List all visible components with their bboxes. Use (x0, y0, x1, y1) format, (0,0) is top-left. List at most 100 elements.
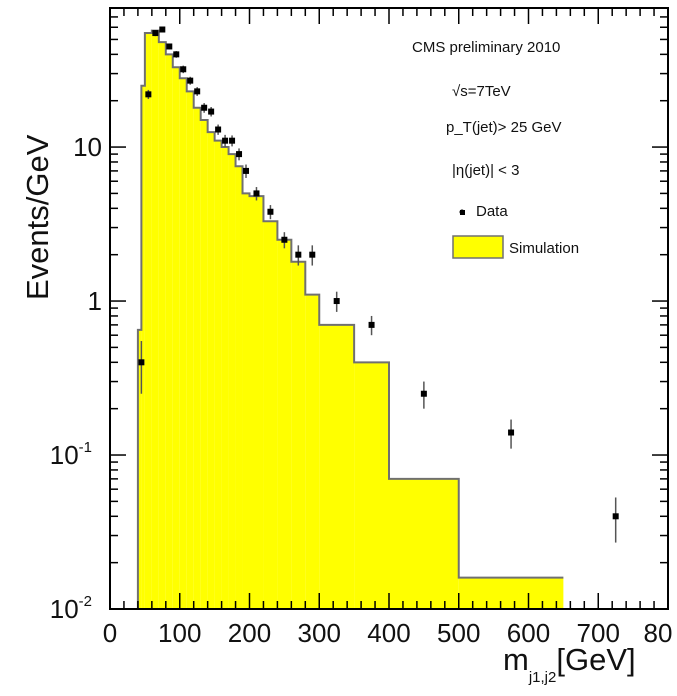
data-marker (508, 429, 515, 436)
x-tick-label: 80 (644, 618, 673, 648)
data-point (180, 65, 187, 74)
data-marker (145, 91, 152, 98)
simulation-bar (137, 329, 142, 609)
data-marker (159, 26, 166, 33)
simulation-bar (214, 140, 222, 609)
simulation-bar (200, 119, 208, 610)
data-marker (368, 321, 375, 328)
tick-labels: 0 100 200 300 400 500 600 700 80 10-2 10-1 1 10 (50, 132, 673, 648)
legend-data-marker (459, 209, 465, 215)
data-point (612, 497, 619, 543)
data-point (215, 124, 222, 135)
simulation-bar (193, 107, 201, 609)
data-point (333, 291, 340, 312)
simulation-bar (158, 42, 166, 609)
x-tick-label: 200 (228, 618, 271, 648)
data-marker (420, 390, 427, 397)
data-point (145, 89, 152, 100)
data-point (267, 205, 274, 220)
data-point (309, 245, 316, 266)
data-marker (215, 126, 222, 133)
data-point (420, 381, 427, 409)
annotation-energy: √s=7TeV (452, 83, 511, 100)
data-points (138, 26, 619, 543)
annotation-pt-cut: p_T(jet)> 25 GeV (446, 119, 561, 136)
x-tick-label: 600 (507, 618, 550, 648)
data-marker (267, 208, 274, 215)
simulation-bar (151, 30, 159, 609)
simulation-bar (144, 33, 152, 610)
data-marker (229, 137, 236, 144)
data-point (236, 148, 243, 161)
data-marker (333, 298, 340, 305)
data-marker (194, 88, 201, 95)
data-point (166, 43, 173, 50)
data-marker (222, 137, 229, 144)
x-axis-label-unit: [GeV] (556, 642, 635, 677)
x-tick-label: 0 (103, 618, 117, 648)
y-tick-label: 10 (73, 132, 102, 162)
legend-simulation-swatch (452, 235, 504, 259)
simulation-histogram (136, 29, 564, 610)
simulation-bar (186, 91, 194, 609)
simulation-bar (221, 147, 229, 610)
simulation-bar (277, 239, 292, 609)
x-tick-label: 700 (577, 618, 620, 648)
simulation-bar (207, 132, 215, 609)
data-marker (309, 251, 316, 258)
data-point (159, 26, 166, 33)
data-point (222, 134, 229, 148)
data-marker (208, 108, 215, 115)
y-tick-label: 10-1 (50, 439, 92, 470)
data-marker (166, 43, 173, 50)
data-point (173, 51, 180, 58)
data-point (253, 187, 260, 201)
data-marker (138, 359, 145, 366)
data-point (281, 232, 288, 249)
data-marker (295, 251, 302, 258)
data-marker (243, 167, 250, 174)
axis-ticks (109, 7, 669, 610)
simulation-bar (263, 221, 278, 609)
data-point (295, 245, 302, 266)
simulation-bar (179, 78, 187, 610)
data-point (201, 103, 208, 113)
y-tick-label: 10-2 (50, 593, 92, 624)
data-point (368, 315, 375, 336)
data-point (243, 164, 250, 178)
legend-data-label: Data (476, 203, 508, 220)
simulation-bar (141, 85, 145, 610)
legend-simulation-label: Simulation (509, 240, 579, 257)
simulation-bar (165, 54, 173, 609)
data-marker (281, 236, 288, 243)
data-point (152, 30, 159, 37)
x-tick-label: 400 (367, 618, 410, 648)
x-axis-label-main: m (503, 642, 529, 677)
y-tick-label: 1 (88, 286, 102, 316)
data-point (508, 419, 515, 449)
legend: Data Simulation (452, 203, 579, 259)
simulation-bar (291, 261, 306, 609)
data-marker (180, 66, 187, 73)
y-axis-label: Events/GeV (20, 134, 55, 300)
data-marker (201, 104, 208, 111)
data-point (187, 76, 194, 85)
x-tick-label: 500 (437, 618, 480, 648)
simulation-bar (235, 166, 243, 609)
data-marker (236, 151, 243, 158)
data-marker (612, 513, 619, 520)
data-point (138, 341, 145, 394)
data-marker (152, 30, 159, 37)
data-point (229, 135, 236, 147)
data-point (208, 107, 215, 117)
simulation-bar (228, 154, 236, 609)
simulation-bar (458, 577, 564, 609)
annotation-cms: CMS preliminary 2010 (412, 39, 560, 56)
data-marker (173, 51, 180, 58)
x-tick-label: 100 (158, 618, 201, 648)
simulation-bar (242, 193, 250, 609)
simulation-bar (172, 67, 180, 610)
x-axis-label-sub: j1,j2 (528, 669, 557, 686)
data-marker (253, 190, 260, 197)
